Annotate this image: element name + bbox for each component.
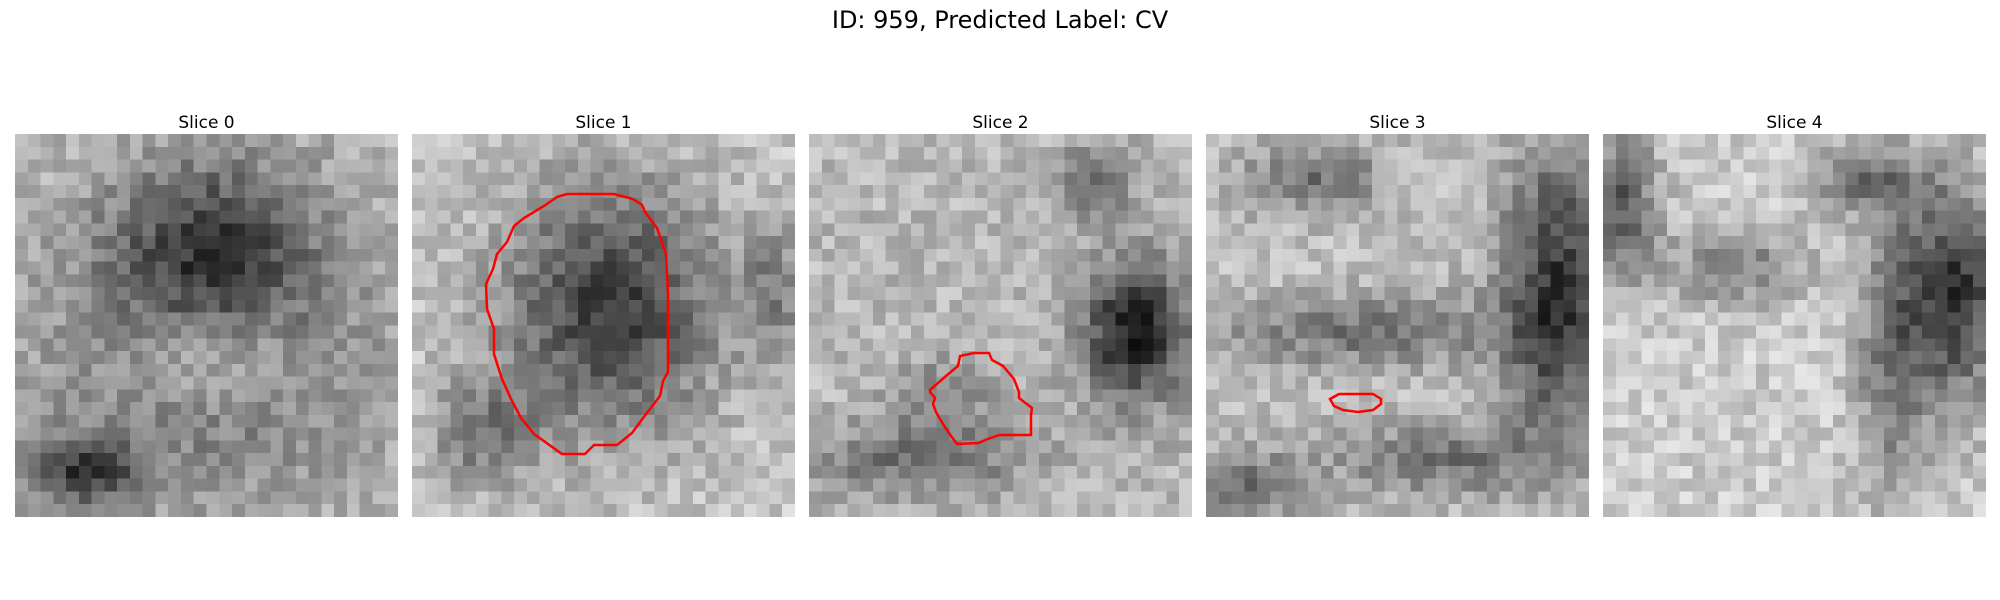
segmentation-contour-2 xyxy=(928,351,1034,446)
slice-panel-4: Slice 4 xyxy=(1603,112,1986,517)
slice-title-4: Slice 4 xyxy=(1766,113,1823,133)
slice-title-3: Slice 3 xyxy=(1369,113,1426,133)
slice-title-0: Slice 0 xyxy=(178,113,235,133)
slice-image-2 xyxy=(809,134,1192,517)
slice-image-1 xyxy=(412,134,795,517)
segmentation-contour-3 xyxy=(1328,392,1383,414)
segmentation-contour-1 xyxy=(484,192,670,456)
contour-overlay-2 xyxy=(928,351,1034,446)
slice-title-1: Slice 1 xyxy=(575,113,632,133)
slice-image-4 xyxy=(1603,134,1986,517)
contour-overlay-1 xyxy=(484,192,670,456)
slice-image-0 xyxy=(15,134,398,517)
slice-panel-3: Slice 3 xyxy=(1206,112,1589,517)
figure-title: ID: 959, Predicted Label: CV xyxy=(831,6,1169,34)
slice-panel-0: Slice 0 xyxy=(15,112,398,517)
slice-title-2: Slice 2 xyxy=(972,113,1029,133)
slice-panel-2: Slice 2 xyxy=(809,112,1192,517)
slice-image-3 xyxy=(1206,134,1589,517)
contour-overlay-3 xyxy=(1328,392,1383,414)
slice-panel-1: Slice 1 xyxy=(412,112,795,517)
